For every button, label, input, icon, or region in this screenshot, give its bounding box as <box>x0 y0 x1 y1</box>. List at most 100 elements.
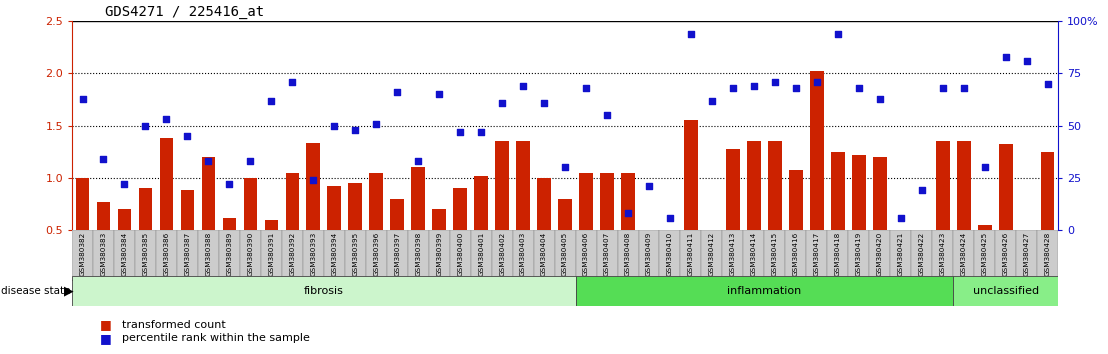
Bar <box>537 178 551 230</box>
Bar <box>995 230 1016 281</box>
Text: inflammation: inflammation <box>727 286 801 296</box>
Point <box>704 98 721 103</box>
Point <box>871 96 889 101</box>
Bar <box>932 230 953 281</box>
Bar <box>596 230 617 281</box>
Bar <box>974 230 995 281</box>
Text: GSM380417: GSM380417 <box>814 232 820 276</box>
Bar <box>495 141 509 230</box>
Point <box>389 90 407 95</box>
Bar <box>953 276 1058 306</box>
Bar <box>202 157 215 230</box>
Text: unclassified: unclassified <box>973 286 1038 296</box>
Bar <box>828 230 849 281</box>
Text: GSM380409: GSM380409 <box>646 232 652 276</box>
Bar <box>286 173 299 230</box>
Bar <box>474 176 488 230</box>
Point <box>472 129 490 135</box>
Bar <box>429 230 450 281</box>
Point <box>556 165 574 170</box>
Bar <box>765 230 786 281</box>
Bar <box>622 173 635 230</box>
Text: GSM380391: GSM380391 <box>268 232 275 276</box>
Bar <box>852 155 865 230</box>
Bar <box>617 230 638 281</box>
Point <box>284 79 301 85</box>
Text: GSM380388: GSM380388 <box>205 232 212 276</box>
Text: GSM380401: GSM380401 <box>479 232 484 276</box>
Text: GSM380387: GSM380387 <box>184 232 191 276</box>
Point <box>451 129 469 135</box>
Bar <box>953 230 974 281</box>
Text: GSM380428: GSM380428 <box>1045 232 1050 276</box>
Point <box>430 91 448 97</box>
Text: GSM380389: GSM380389 <box>226 232 233 276</box>
Text: GSM380426: GSM380426 <box>1003 232 1008 276</box>
Text: GSM380382: GSM380382 <box>80 232 85 276</box>
Bar <box>684 120 698 230</box>
Bar <box>957 141 971 230</box>
Bar <box>244 178 257 230</box>
Bar <box>789 170 802 230</box>
Point <box>347 127 365 133</box>
Bar <box>492 230 513 281</box>
Point <box>598 112 616 118</box>
Bar <box>747 141 761 230</box>
Bar <box>160 138 173 230</box>
Text: GSM380403: GSM380403 <box>520 232 526 276</box>
Point <box>661 215 679 221</box>
Text: GSM380385: GSM380385 <box>143 232 148 276</box>
Point <box>787 85 804 91</box>
Text: percentile rank within the sample: percentile rank within the sample <box>122 333 310 343</box>
Bar <box>72 230 93 281</box>
Text: fibrosis: fibrosis <box>304 286 343 296</box>
Bar <box>534 230 555 281</box>
Bar <box>722 230 743 281</box>
Bar <box>75 178 90 230</box>
Text: disease state: disease state <box>1 286 71 296</box>
Bar <box>366 230 387 281</box>
Point <box>913 188 931 193</box>
Text: GSM380420: GSM380420 <box>876 232 883 276</box>
Text: GSM380410: GSM380410 <box>667 232 673 276</box>
Text: GSM380418: GSM380418 <box>834 232 841 276</box>
Text: GSM380400: GSM380400 <box>458 232 463 276</box>
Point <box>745 83 762 89</box>
Text: GDS4271 / 225416_at: GDS4271 / 225416_at <box>105 5 265 19</box>
Point <box>94 156 112 162</box>
Bar <box>369 173 383 230</box>
Text: ■: ■ <box>100 332 112 344</box>
Point <box>493 100 511 105</box>
Bar <box>114 230 135 281</box>
Text: GSM380384: GSM380384 <box>122 232 127 276</box>
Bar <box>198 230 219 281</box>
Bar <box>411 167 425 230</box>
Bar <box>177 230 198 281</box>
Bar <box>219 230 239 281</box>
Text: GSM380416: GSM380416 <box>793 232 799 276</box>
Bar <box>348 183 362 230</box>
Point <box>976 165 994 170</box>
Text: GSM380405: GSM380405 <box>562 232 568 276</box>
Bar <box>72 276 575 306</box>
Bar <box>302 230 324 281</box>
Point <box>199 158 217 164</box>
Point <box>136 123 154 129</box>
Bar <box>387 230 408 281</box>
Text: transformed count: transformed count <box>122 320 226 330</box>
Point <box>724 85 741 91</box>
Bar <box>260 230 281 281</box>
Point <box>514 83 532 89</box>
Bar <box>701 230 722 281</box>
Bar <box>239 230 260 281</box>
Bar <box>181 190 194 230</box>
Bar <box>1040 152 1055 230</box>
Text: GSM380393: GSM380393 <box>310 232 316 276</box>
Bar <box>664 230 677 263</box>
Text: GSM380425: GSM380425 <box>982 232 987 276</box>
Bar <box>786 230 807 281</box>
Bar <box>743 230 765 281</box>
Point <box>892 215 910 221</box>
Point <box>1039 81 1057 87</box>
Point <box>640 183 658 189</box>
